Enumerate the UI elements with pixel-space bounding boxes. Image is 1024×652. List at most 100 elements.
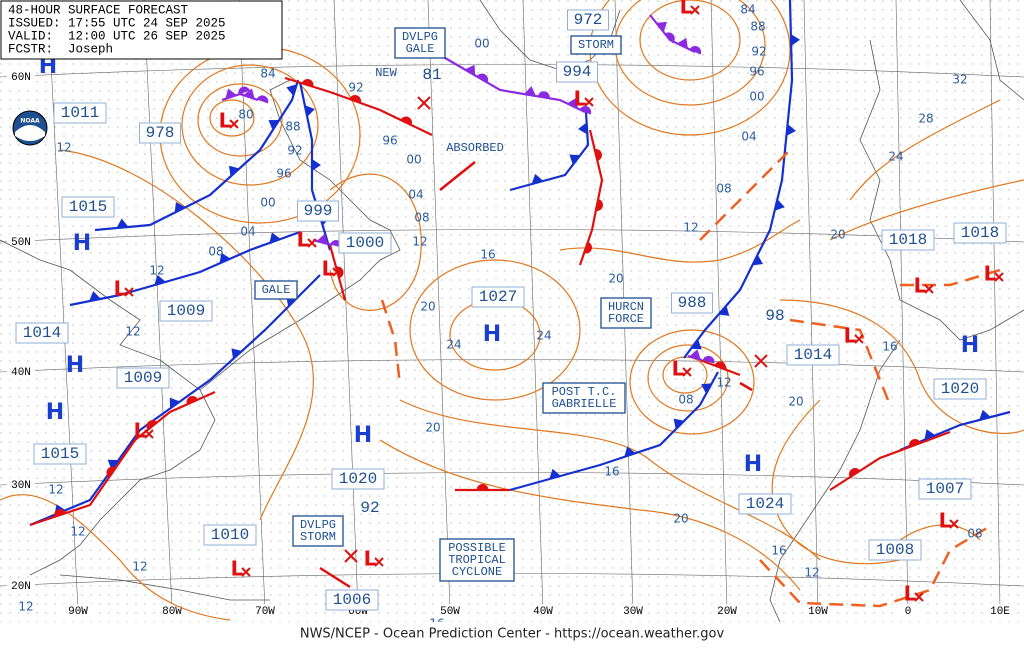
pressure-box	[33, 443, 87, 465]
front-pip	[304, 105, 315, 117]
front-pip	[979, 409, 991, 421]
isobar-label: 00	[474, 37, 489, 51]
isobar-label: 28	[918, 112, 933, 126]
front-pip	[476, 73, 489, 83]
low-x	[682, 367, 692, 377]
front-pip	[579, 106, 592, 115]
lon-label: 10W	[808, 606, 828, 618]
isobar-label: 92	[751, 45, 766, 59]
front-pip	[549, 468, 561, 480]
pressure-label: 972	[574, 11, 603, 29]
pressure-box	[881, 229, 935, 251]
pressure-box	[471, 286, 525, 308]
pressure-box	[297, 200, 339, 222]
isobar-label: 08	[967, 527, 982, 541]
isobar	[647, 344, 729, 412]
pressure-label: 98	[765, 307, 784, 325]
annotation-box	[600, 297, 652, 329]
noaa-logo: NOAA	[12, 110, 48, 146]
pressure-label: 1009	[167, 302, 205, 320]
front-pip	[578, 122, 588, 135]
front-pip	[301, 79, 314, 87]
high-center: H	[46, 400, 64, 425]
annotation: POSSIBLE	[448, 541, 506, 555]
low-x	[144, 429, 154, 439]
front-pip	[268, 119, 280, 131]
lat-label-box	[7, 478, 35, 492]
front-pip	[349, 95, 361, 104]
isobar	[779, 299, 1024, 435]
annotation-box	[254, 280, 298, 300]
trough	[789, 318, 890, 401]
annotation: STORM	[300, 530, 336, 544]
pressure-box	[868, 539, 922, 561]
pressure-label: 1007	[926, 480, 964, 498]
lon-label-box	[250, 604, 280, 618]
isobar-label: 92	[287, 144, 302, 158]
lon-label: 30W	[623, 606, 643, 618]
front-pip	[89, 291, 101, 302]
front-pip	[594, 149, 602, 161]
isobar	[0, 494, 231, 621]
isobar-label: 04	[408, 188, 423, 202]
pressure-box	[738, 493, 792, 515]
isobar-label: 08	[678, 393, 693, 407]
dot-grid	[0, 0, 1024, 622]
front-pip	[231, 348, 242, 360]
front-pip	[464, 64, 476, 76]
meridian	[333, 0, 359, 611]
low-x	[690, 5, 700, 15]
pressure-box	[116, 367, 170, 389]
lat-label-box	[7, 235, 35, 249]
lon-label-box	[435, 604, 465, 618]
front-pip	[174, 201, 186, 213]
pressure-box	[567, 9, 609, 31]
coastlines	[0, 0, 1024, 623]
isobar-label: 00	[260, 196, 275, 210]
low-center: L	[914, 274, 927, 298]
isobar-label: 96	[276, 167, 291, 181]
annotation-box	[439, 538, 515, 582]
warm-front	[829, 430, 951, 491]
front-pip	[186, 396, 198, 405]
isobar-label: 84	[260, 67, 275, 81]
isobar-label: 00	[749, 90, 764, 104]
isobar-label: 20	[425, 421, 440, 435]
isobar	[59, 149, 315, 521]
low-center: L	[134, 419, 147, 443]
isobar	[629, 329, 755, 435]
lon-label-box	[63, 604, 93, 618]
front-pip	[106, 466, 116, 478]
front-pip	[673, 418, 685, 430]
trough	[900, 268, 1001, 287]
low-center: L	[219, 109, 232, 133]
front-pip	[909, 439, 921, 448]
front-pip	[584, 241, 592, 254]
pressure-label: 999	[304, 202, 333, 220]
lon-label-box	[893, 604, 923, 618]
low-x	[854, 334, 864, 344]
annotation: ABSORBED	[446, 141, 504, 155]
coastline	[199, 79, 401, 391]
annotation: NEW	[375, 66, 397, 80]
front-pip	[567, 97, 578, 109]
coastline	[959, 0, 1024, 101]
isobar-label: 12	[412, 235, 427, 249]
meridian	[522, 0, 544, 611]
annotation-box	[394, 27, 446, 59]
front-pip	[702, 355, 715, 364]
pressure-label: 1018	[961, 224, 999, 242]
front-pip	[312, 159, 321, 171]
low-center: L	[939, 509, 952, 533]
lat-label: 60N	[11, 72, 31, 84]
pressure-box	[671, 292, 713, 314]
annotation: GABRIELLE	[552, 397, 617, 411]
front-pip	[256, 95, 269, 104]
isobar-label: 12	[149, 264, 164, 278]
motion-arrow	[319, 566, 351, 589]
pressure-label: 1015	[69, 198, 107, 216]
annotation: GALE	[262, 283, 291, 297]
meridian	[895, 0, 909, 611]
isobar-label: 88	[285, 120, 300, 134]
pressure-label: 1027	[479, 288, 517, 306]
